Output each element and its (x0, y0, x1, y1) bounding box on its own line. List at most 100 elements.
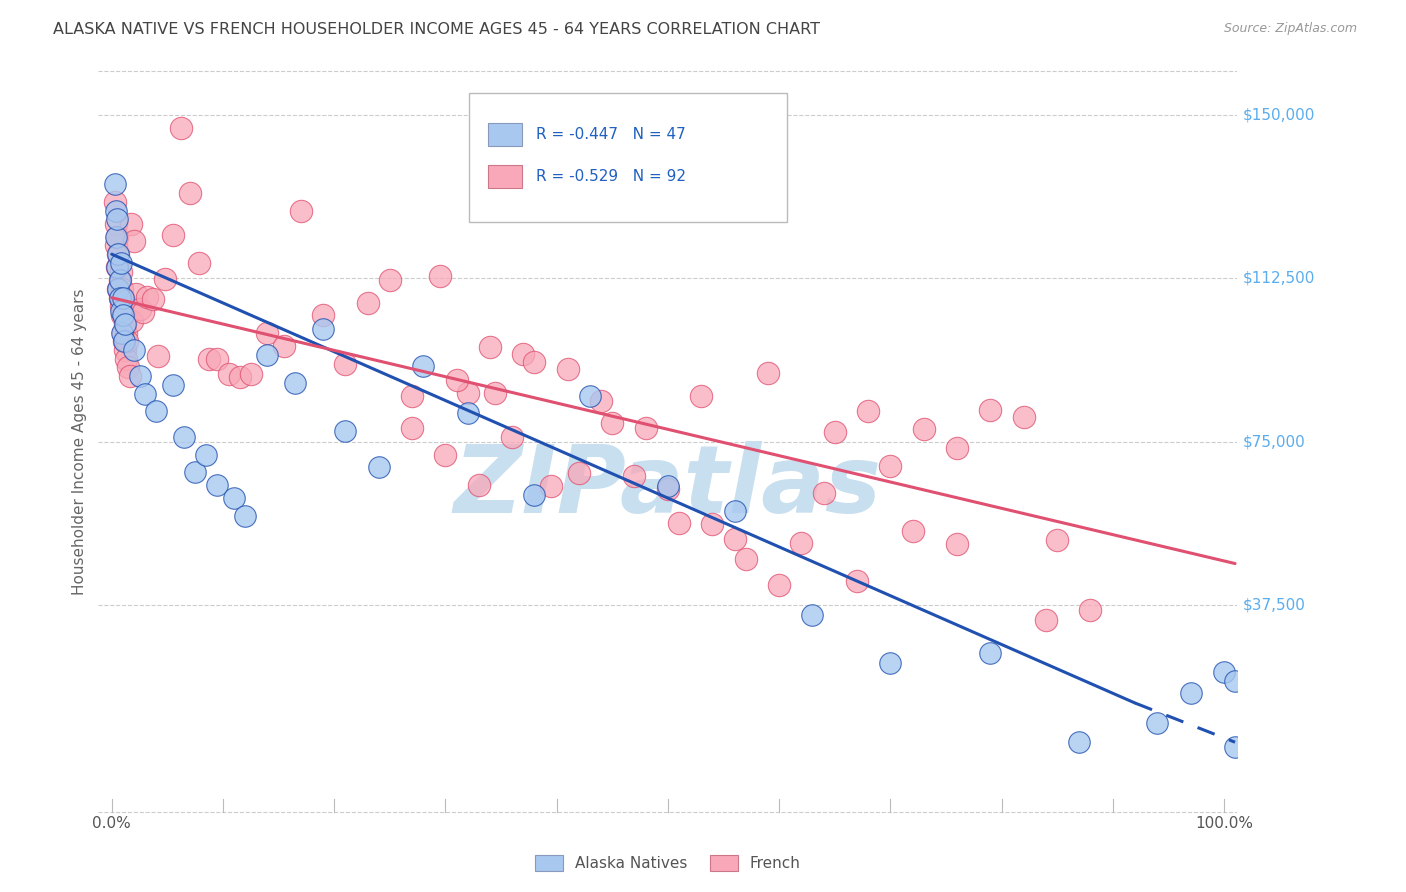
Point (813, 486, 835, 500)
Point (335, 357, 357, 371)
Point (195, 448, 218, 462)
Point (457, 386, 479, 401)
Point (105, 229, 128, 244)
Point (233, 508, 256, 523)
Point (768, 578, 790, 592)
Point (115, 326, 138, 340)
Point (105, 238, 128, 252)
Point (110, 256, 132, 270)
Point (623, 468, 645, 483)
Text: R = -0.529   N = 92: R = -0.529 N = 92 (536, 169, 686, 184)
Point (312, 308, 335, 322)
Point (153, 271, 176, 285)
Point (312, 322, 335, 336)
Point (512, 347, 534, 361)
Point (979, 403, 1001, 417)
Point (946, 441, 969, 455)
Point (478, 340, 501, 354)
Point (111, 308, 134, 322)
Point (228, 369, 250, 384)
Point (111, 326, 134, 340)
Point (429, 269, 451, 284)
Point (1213, 665, 1236, 680)
Point (734, 552, 756, 566)
Point (912, 422, 935, 436)
Point (557, 362, 579, 376)
FancyBboxPatch shape (468, 93, 787, 222)
Point (218, 368, 240, 382)
Point (378, 273, 401, 287)
Point (256, 326, 278, 340)
Point (115, 351, 138, 366)
Point (118, 369, 141, 384)
Point (148, 349, 170, 363)
Point (107, 282, 129, 296)
Point (112, 334, 135, 349)
Point (122, 343, 145, 357)
Point (1046, 533, 1069, 547)
Point (128, 369, 150, 384)
Point (668, 516, 690, 531)
Point (132, 305, 155, 319)
Point (105, 203, 128, 218)
Point (591, 393, 613, 408)
Point (104, 194, 127, 209)
Point (290, 203, 312, 218)
Point (434, 448, 457, 462)
Point (600, 416, 623, 430)
Point (1223, 674, 1246, 689)
Point (136, 290, 159, 304)
Point (173, 430, 195, 444)
Point (120, 218, 142, 232)
Point (468, 478, 491, 492)
Point (702, 517, 724, 532)
Point (134, 386, 156, 401)
Point (145, 404, 167, 418)
Point (105, 217, 128, 231)
Point (117, 334, 139, 349)
Point (540, 479, 562, 493)
Point (112, 334, 135, 349)
Text: R = -0.447   N = 47: R = -0.447 N = 47 (536, 127, 686, 142)
Text: 0.0%: 0.0% (93, 816, 131, 831)
Point (170, 120, 193, 135)
Point (187, 256, 209, 270)
Text: $150,000: $150,000 (1243, 107, 1315, 122)
Point (335, 424, 357, 438)
Point (657, 482, 679, 496)
Point (110, 264, 132, 278)
Point (110, 303, 132, 318)
Point (207, 478, 229, 492)
Text: $75,000: $75,000 (1243, 434, 1306, 449)
Point (114, 343, 136, 357)
Point (111, 291, 134, 305)
Point (1069, 734, 1091, 748)
Point (1012, 409, 1035, 424)
Text: $112,500: $112,500 (1243, 270, 1315, 285)
Point (162, 228, 184, 243)
Point (108, 273, 131, 287)
Point (108, 273, 131, 287)
Point (657, 479, 679, 493)
Point (579, 389, 602, 403)
Point (128, 302, 150, 317)
Point (273, 338, 295, 352)
Point (111, 291, 134, 305)
Point (756, 367, 779, 381)
Point (634, 421, 657, 435)
Point (824, 425, 846, 439)
Point (367, 460, 389, 475)
Point (1146, 716, 1168, 731)
Point (523, 355, 546, 369)
Point (112, 308, 135, 322)
Point (184, 465, 207, 479)
Point (401, 389, 423, 403)
Point (224, 491, 246, 506)
Point (845, 574, 868, 589)
Point (125, 286, 148, 301)
Point (111, 308, 134, 322)
Text: $37,500: $37,500 (1243, 598, 1306, 613)
Point (256, 348, 278, 362)
Text: ZIPatlas: ZIPatlas (454, 441, 882, 533)
Y-axis label: Householder Income Ages 45 - 64 years: Householder Income Ages 45 - 64 years (72, 288, 87, 595)
